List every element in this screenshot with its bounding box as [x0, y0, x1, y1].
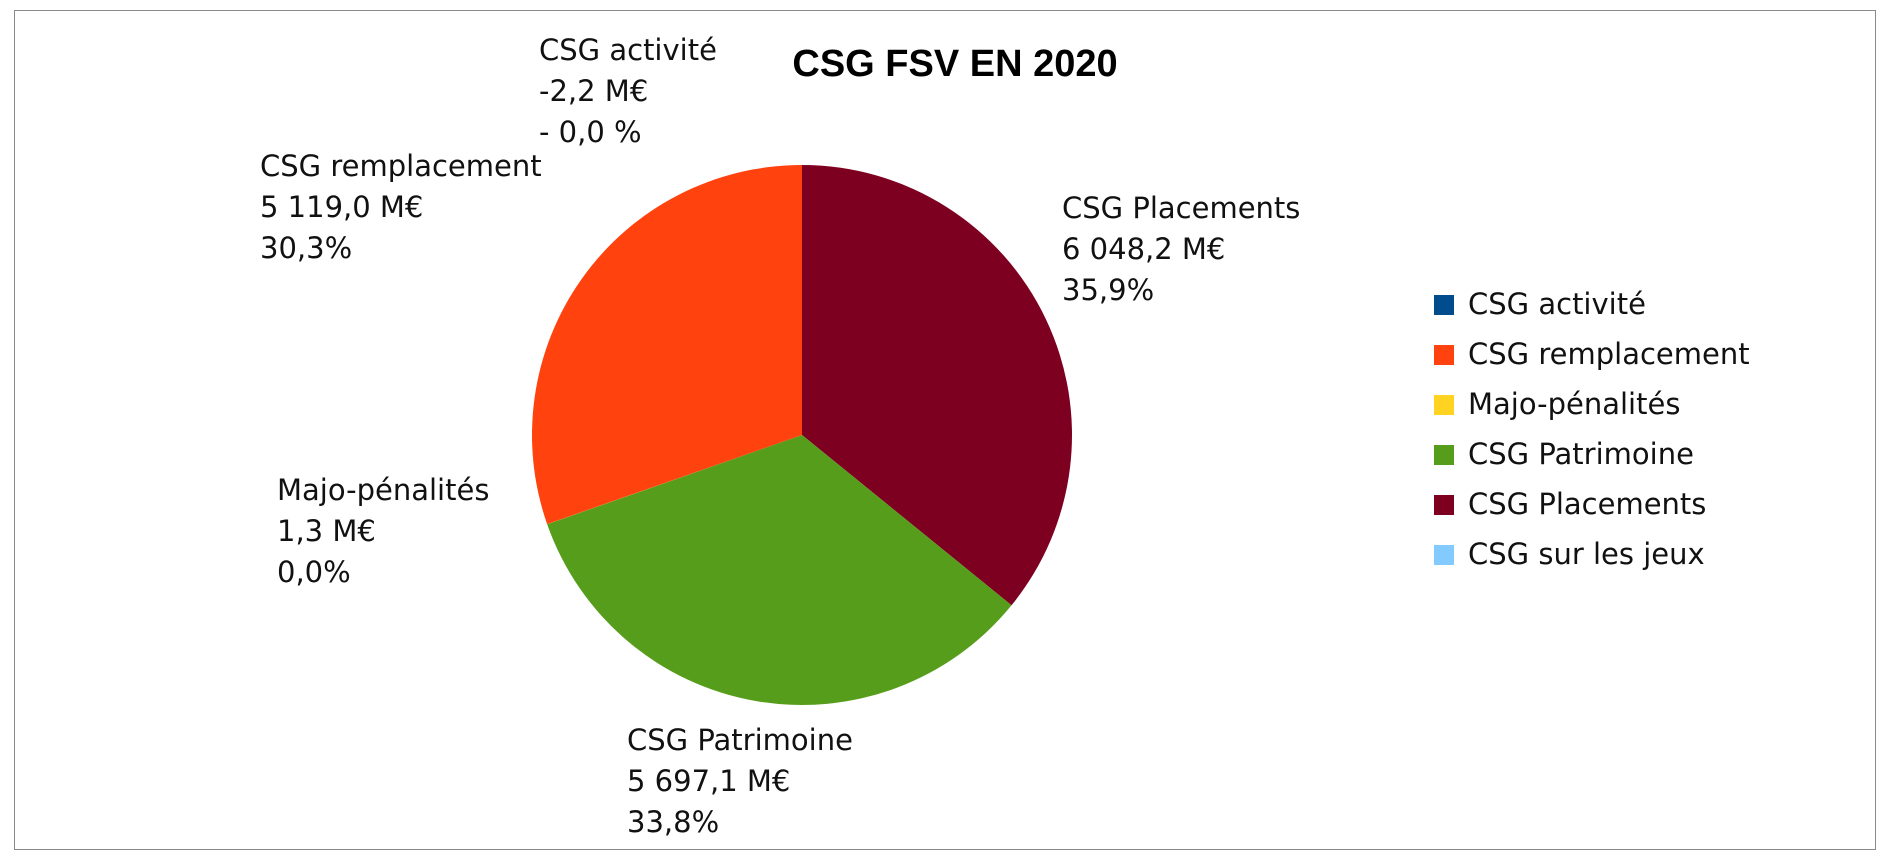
legend-swatch [1434, 445, 1454, 465]
legend-label: CSG Patrimoine [1468, 437, 1694, 471]
label-percent: 35,9% [1062, 273, 1154, 307]
label-name: CSG activité [539, 33, 717, 67]
pie-slice-csg-remplacement [531, 165, 802, 525]
label-percent: 30,3% [260, 231, 352, 265]
legend-item-majo-penalites: Majo-pénalités [1434, 387, 1680, 421]
label-value: 1,3 M€ [277, 514, 376, 548]
label-name: Majo-pénalités [277, 473, 489, 507]
data-label-majo-penalites: Majo-pénalités 1,3 M€ 0,0% [277, 473, 489, 589]
legend-label: Majo-pénalités [1468, 387, 1680, 421]
data-label-csg-patrimoine: CSG Patrimoine 5 697,1 M€ 33,8% [627, 723, 853, 839]
label-value: 5 697,1 M€ [627, 764, 790, 798]
legend-label: CSG Placements [1468, 487, 1706, 521]
legend-swatch [1434, 495, 1454, 515]
chart-title: CSG FSV EN 2020 [792, 43, 1117, 85]
legend-swatch [1434, 395, 1454, 415]
label-value: 5 119,0 M€ [260, 190, 423, 224]
legend-item-csg-sur-les-jeux: CSG sur les jeux [1434, 537, 1705, 571]
legend-item-csg-patrimoine: CSG Patrimoine [1434, 437, 1694, 471]
legend-label: CSG activité [1468, 287, 1646, 321]
label-value: 6 048,2 M€ [1062, 232, 1225, 266]
legend-item-csg-remplacement: CSG remplacement [1434, 337, 1750, 371]
data-label-csg-activite: CSG activité -2,2 M€ - 0,0 % [539, 33, 717, 149]
label-percent: 0,0% [277, 555, 351, 589]
pie-slice-csg-placements [802, 165, 1072, 606]
data-labels: CSG activité -2,2 M€ - 0,0 %CSG remplaceme… [260, 33, 1300, 839]
data-label-csg-remplacement: CSG remplacement 5 119,0 M€ 30,3% [260, 149, 542, 265]
label-name: CSG Placements [1062, 191, 1300, 225]
legend-item-csg-placements: CSG Placements [1434, 487, 1706, 521]
legend: CSG activité CSG remplacement Majo-pénalit… [1434, 287, 1750, 571]
label-name: CSG remplacement [260, 149, 542, 183]
label-percent: - 0,0 % [539, 115, 642, 149]
data-label-csg-placements: CSG Placements 6 048,2 M€ 35,9% [1062, 191, 1300, 307]
legend-item-csg-activite: CSG activité [1434, 287, 1646, 321]
legend-label: CSG remplacement [1468, 337, 1750, 371]
label-value: -2,2 M€ [539, 74, 648, 108]
legend-swatch [1434, 295, 1454, 315]
pie-slice-csg-patrimoine [547, 435, 1012, 705]
label-name: CSG Patrimoine [627, 723, 853, 757]
legend-swatch [1434, 545, 1454, 565]
legend-swatch [1434, 345, 1454, 365]
label-percent: 33,8% [627, 805, 719, 839]
pie-slices [531, 165, 1072, 705]
legend-label: CSG sur les jeux [1468, 537, 1705, 571]
pie-slice-majo-penalites [547, 435, 802, 525]
